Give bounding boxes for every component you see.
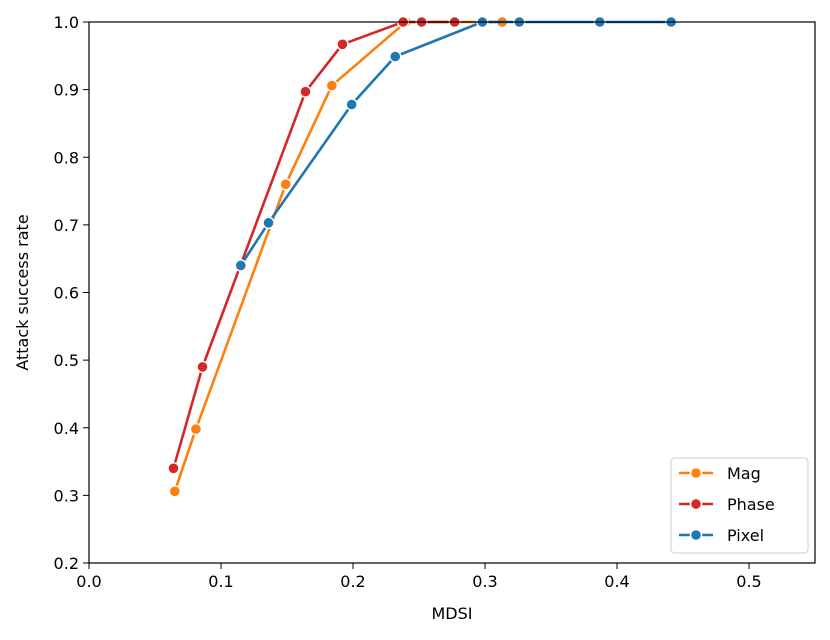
y-tick-label-1: 0.3 [54, 486, 79, 505]
legend-label-pixel: Pixel [727, 526, 764, 545]
data-point-pixel-2 [345, 98, 358, 111]
data-point-phase-0 [167, 462, 180, 475]
y-tick-label-3: 0.5 [54, 351, 79, 370]
series-line-mag [173, 20, 504, 493]
data-point-phase-2 [299, 85, 312, 98]
y-tick-label-4: 0.6 [54, 284, 79, 303]
legend-box [670, 457, 809, 554]
legend-marker-pixel [689, 528, 703, 542]
x-tick-label-4: 0.4 [604, 572, 629, 591]
ticks-layer: 0.0 0.1 0.2 0.3 0.4 0.5 0.2 0.3 0.4 0.5 0.6 0.7 0.8 0… [54, 13, 762, 591]
legend: Mag Phase Pixel [670, 457, 809, 554]
legend-label-phase: Phase [727, 495, 775, 514]
y-tick-label-2: 0.4 [54, 419, 79, 438]
legend-marker-mag [689, 466, 703, 480]
data-point-mag-2 [279, 178, 292, 191]
series-layer [167, 15, 678, 498]
y-tick-label-0: 0.2 [54, 554, 79, 573]
series-phase [167, 15, 461, 475]
y-tick-label-8: 1.0 [54, 13, 79, 32]
x-tick-label-0: 0.0 [76, 572, 101, 591]
x-tick-label-5: 0.5 [736, 572, 761, 591]
data-point-mag-1 [189, 422, 203, 436]
x-tick-label-1: 0.1 [208, 572, 233, 591]
series-mag [168, 15, 509, 498]
data-point-mag-3 [325, 79, 339, 92]
y-tick-label-7: 0.9 [54, 81, 79, 100]
data-point-pixel-3 [389, 50, 402, 63]
x-tick-label-3: 0.3 [472, 572, 497, 591]
y-tick-label-5: 0.7 [54, 216, 79, 235]
series-line-phase [172, 20, 456, 470]
data-point-mag-0 [168, 485, 182, 498]
data-point-pixel-1 [262, 216, 275, 230]
x-axis-label: MDSI [432, 604, 473, 623]
x-tick-label-2: 0.2 [340, 572, 365, 591]
legend-label-mag: Mag [727, 464, 761, 483]
series-pixel [234, 15, 678, 272]
y-tick-label-6: 0.8 [54, 148, 79, 167]
data-point-phase-3 [336, 38, 349, 51]
legend-marker-phase [689, 497, 703, 511]
data-point-pixel-0 [234, 259, 248, 272]
y-axis-label: Attack success rate [13, 214, 32, 370]
data-point-phase-1 [196, 360, 209, 374]
